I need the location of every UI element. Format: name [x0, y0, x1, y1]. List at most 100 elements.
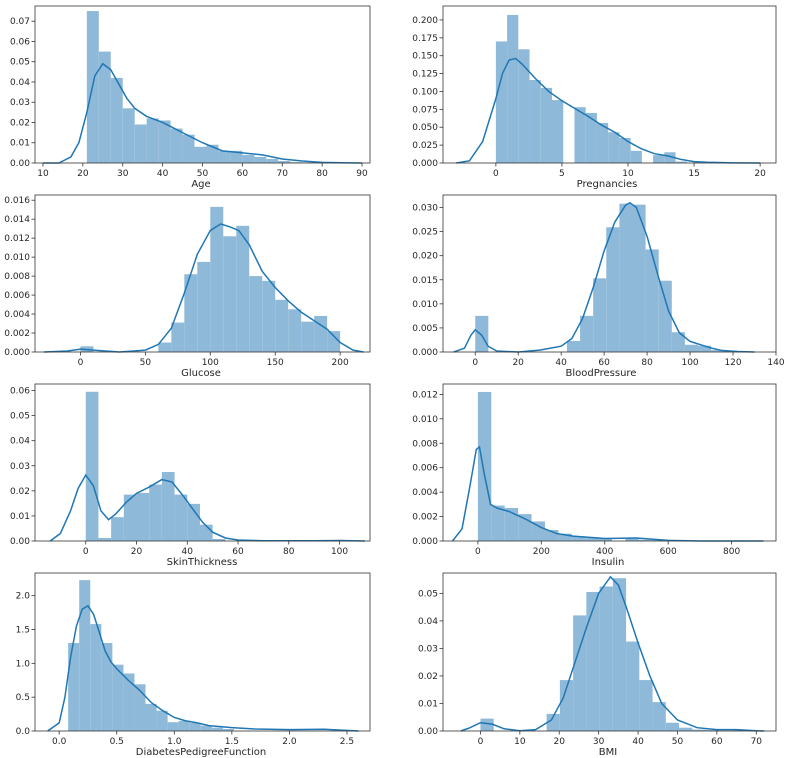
histogram-bar [665, 722, 680, 731]
x-axis-label: DiabetesPedigreeFunction [136, 747, 266, 758]
x-tick-label: 70 [751, 737, 763, 747]
y-tick-label: 0.000 [412, 348, 438, 358]
subplot-age: Age 10 20 30 40 50 60 70 80 90 0.00 0.01 0.02 0.03 0.0… [10, 5, 371, 190]
y-tick-label: 0.03 [10, 98, 30, 108]
x-tick-label: 60 [232, 547, 244, 557]
y-tick-label: 0.07 [10, 17, 30, 27]
y-tick-label: 1.5 [16, 626, 30, 636]
histogram-bar [136, 492, 150, 541]
subplot-skin-thickness: SkinThickness 0 20 40 60 80 100 0.00 0.01 0.02 0.0… [10, 383, 371, 568]
y-tick-label: 0.012 [412, 390, 438, 400]
x-tick-label: 1.0 [167, 737, 182, 747]
y-tick-label: 0.05 [10, 58, 30, 68]
x-tick-label: 20 [554, 737, 566, 747]
y-tick-label: 0.000 [4, 348, 30, 358]
x-tick-label: 15 [688, 169, 699, 179]
x-tick-label: 0.0 [52, 737, 67, 747]
y-tick-label: 0.0 [16, 727, 31, 737]
histogram-bar [278, 160, 291, 163]
histogram-bar [101, 643, 113, 731]
histogram-bar [645, 249, 659, 352]
histogram-bar [630, 150, 642, 163]
histogram-bar [658, 280, 672, 352]
histogram-bar [619, 137, 631, 163]
histogram-bar [290, 162, 303, 163]
axes-frame [34, 383, 371, 542]
histogram-bar [671, 332, 685, 352]
histogram-bar [518, 49, 530, 163]
x-tick-label: 0.5 [110, 737, 124, 747]
histogram-bar [573, 615, 587, 731]
x-tick-label: 200 [332, 358, 349, 368]
histogram-bar [544, 530, 559, 541]
histogram-bar [167, 722, 179, 731]
axes-frame [442, 572, 777, 732]
histogram-bar [664, 152, 676, 163]
x-axis-label: Insulin [592, 557, 625, 568]
y-tick-label: 1.0 [16, 659, 31, 669]
y-tick-label: 0.000 [412, 159, 438, 169]
kde-line [451, 445, 764, 542]
histogram-bar [566, 340, 581, 352]
kde-line [460, 575, 765, 732]
histogram-bar [158, 120, 171, 163]
y-tick-label: 0.05 [10, 412, 30, 422]
x-tick-label: 0 [475, 547, 481, 557]
histogram-bar [301, 321, 315, 352]
y-tick-label: 0.100 [412, 87, 438, 97]
histogram-bar [619, 203, 633, 352]
y-tick-label: 0.150 [412, 52, 438, 62]
kde-line [453, 201, 755, 353]
histogram-bar [112, 664, 124, 731]
x-axis-label: SkinThickness [167, 557, 238, 568]
kde-line [47, 604, 359, 732]
y-tick-label: 0.03 [418, 644, 438, 654]
x-tick-label: 10 [622, 169, 634, 179]
y-tick-label: 0.010 [412, 415, 438, 425]
x-tick-label: 200 [533, 547, 550, 557]
histogram-bar [626, 641, 640, 731]
x-tick-label: 20 [754, 169, 766, 179]
histogram-bar [212, 538, 226, 541]
x-tick-label: 0 [478, 737, 484, 747]
kde-line [42, 62, 363, 164]
x-tick-label: 20 [77, 169, 89, 179]
histogram-bar [223, 236, 237, 352]
y-tick-label: 0.000 [412, 537, 438, 547]
x-tick-label: 10 [37, 169, 49, 179]
y-tick-label: 0.006 [412, 464, 438, 474]
y-tick-label: 0.00 [10, 537, 30, 547]
subplot-pregnancies: Pregnancies 0 5 10 15 20 0.000 0.025 0.050 0.075 0… [412, 5, 777, 190]
histogram-bar [529, 80, 541, 163]
histogram-bar [653, 155, 665, 163]
histogram-bar [632, 204, 646, 352]
histogram-bar [596, 122, 609, 163]
histogram-bar [79, 580, 91, 731]
histogram-bar [531, 521, 545, 541]
histogram-bar [705, 729, 719, 731]
histogram-bar [182, 134, 195, 163]
histogram-bar [158, 342, 172, 352]
axes-frame [34, 5, 371, 164]
subplot-insulin: Insulin 0 200 400 600 800 0.000 0.002 0.004 0.006… [412, 383, 777, 568]
y-tick-label: 0.010 [412, 300, 438, 310]
kde-line [456, 57, 761, 164]
y-tick-label: 0.01 [10, 512, 30, 522]
histogram-bar [98, 51, 111, 163]
y-tick-label: 0.04 [10, 78, 30, 88]
x-tick-label: 60 [237, 169, 249, 179]
histogram-bar [606, 227, 620, 352]
x-tick-label: 80 [316, 169, 328, 179]
y-tick-label: 2.0 [16, 592, 31, 602]
histogram-bar [546, 713, 560, 731]
subplot-blood-pressure: BloodPressure 0 20 40 60 80 100 120 140 0.000 0.00… [412, 194, 785, 379]
x-tick-label: 10 [514, 737, 526, 747]
x-tick-label: 30 [593, 737, 605, 747]
y-tick-label: 0.020 [412, 252, 438, 262]
histogram-bar [275, 299, 289, 352]
y-tick-label: 0.04 [10, 437, 30, 447]
histogram-bar [612, 578, 627, 731]
histogram-bar [327, 331, 341, 352]
y-tick-label: 0.004 [412, 488, 438, 498]
histogram-bar [211, 727, 223, 731]
